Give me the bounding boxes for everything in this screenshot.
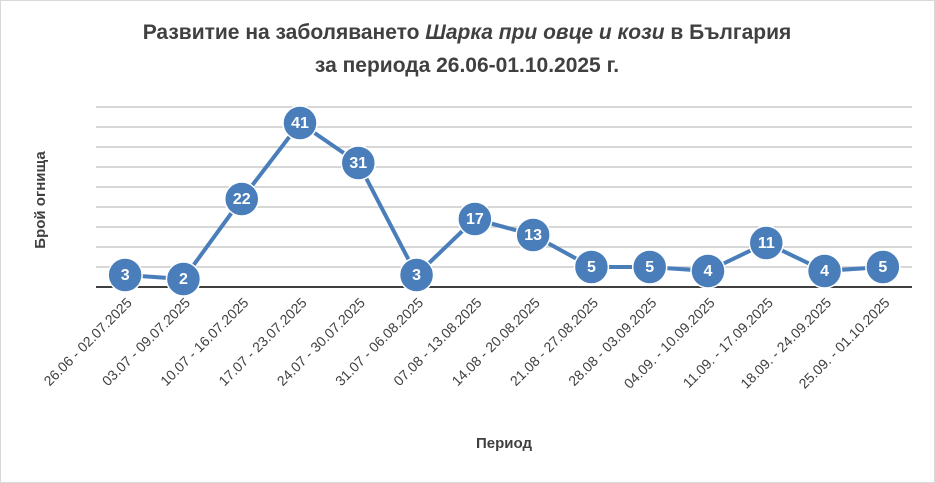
data-label: 17 [466,211,484,228]
data-point [340,145,377,181]
data-label: 3 [121,267,130,284]
data-label: 11 [758,235,775,252]
data-label: 5 [587,259,596,276]
data-point [748,225,785,261]
data-point [107,257,143,293]
chart-title-line-2: за периода 26.06-01.10.2025 г. [315,54,619,77]
title-part: Развитие на заболяването [143,21,426,44]
data-point [573,249,610,285]
data-point [165,261,202,297]
chart-title-line-1: Развитие на заболяването Шарка при овце … [143,21,792,44]
data-point [398,257,435,293]
data-point [631,249,668,285]
data-point [223,181,260,217]
data-label: 5 [645,259,654,276]
data-label: 2 [179,271,188,288]
data-label: 41 [291,115,309,132]
data-point [865,249,901,285]
data-label: 22 [233,191,251,208]
data-point [457,201,493,237]
title-part: за периода 26.06-01.10.2025 г. [315,54,619,77]
data-point [282,105,318,141]
title-part-italic: Шарка при овце и кози [425,21,664,44]
title-part: в България [665,21,792,44]
data-point [690,253,726,289]
data-label: 4 [704,263,713,280]
data-point [515,217,551,253]
x-axis-title: Период [476,435,532,452]
data-label: 13 [524,227,542,244]
data-label: 31 [349,155,367,172]
y-axis-title: Брой огнища [32,151,49,249]
data-label: 3 [412,267,421,284]
data-label: 5 [878,259,887,276]
data-point [806,253,843,289]
data-label: 4 [820,263,829,280]
